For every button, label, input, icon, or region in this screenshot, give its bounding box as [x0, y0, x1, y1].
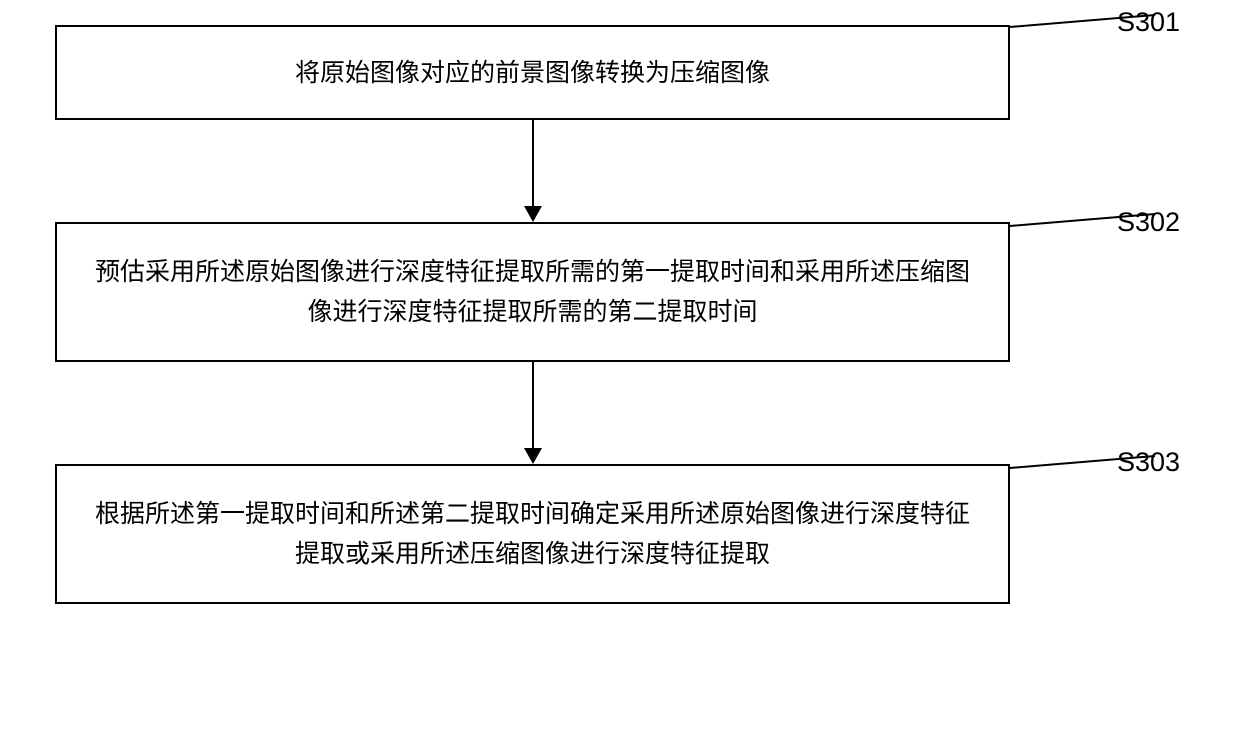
leader-line-3: [1010, 466, 1190, 496]
step3-text: 根据所述第一提取时间和所述第二提取时间确定采用所述原始图像进行深度特征提取或采用…: [87, 494, 978, 574]
leader-line-1: [1010, 25, 1190, 55]
step1-text: 将原始图像对应的前景图像转换为压缩图像: [295, 53, 770, 93]
flowchart-node-step2: 预估采用所述原始图像进行深度特征提取所需的第一提取时间和采用所述压缩图像进行深度…: [55, 222, 1010, 362]
step2-text: 预估采用所述原始图像进行深度特征提取所需的第一提取时间和采用所述压缩图像进行深度…: [87, 252, 978, 332]
leader-line-2: [1010, 224, 1190, 254]
flowchart-node-step3: 根据所述第一提取时间和所述第二提取时间确定采用所述原始图像进行深度特征提取或采用…: [55, 464, 1010, 604]
arrow-line: [532, 362, 534, 448]
arrow-head-icon: [524, 448, 542, 464]
flowchart-container: 将原始图像对应的前景图像转换为压缩图像 预估采用所述原始图像进行深度特征提取所需…: [55, 25, 1185, 604]
arrow-line: [532, 120, 534, 206]
flowchart-wrapper: 将原始图像对应的前景图像转换为压缩图像 预估采用所述原始图像进行深度特征提取所需…: [55, 25, 1010, 604]
arrow-2: [524, 362, 542, 464]
arrow-1: [524, 120, 542, 222]
flowchart-node-step1: 将原始图像对应的前景图像转换为压缩图像: [55, 25, 1010, 120]
arrow-head-icon: [524, 206, 542, 222]
